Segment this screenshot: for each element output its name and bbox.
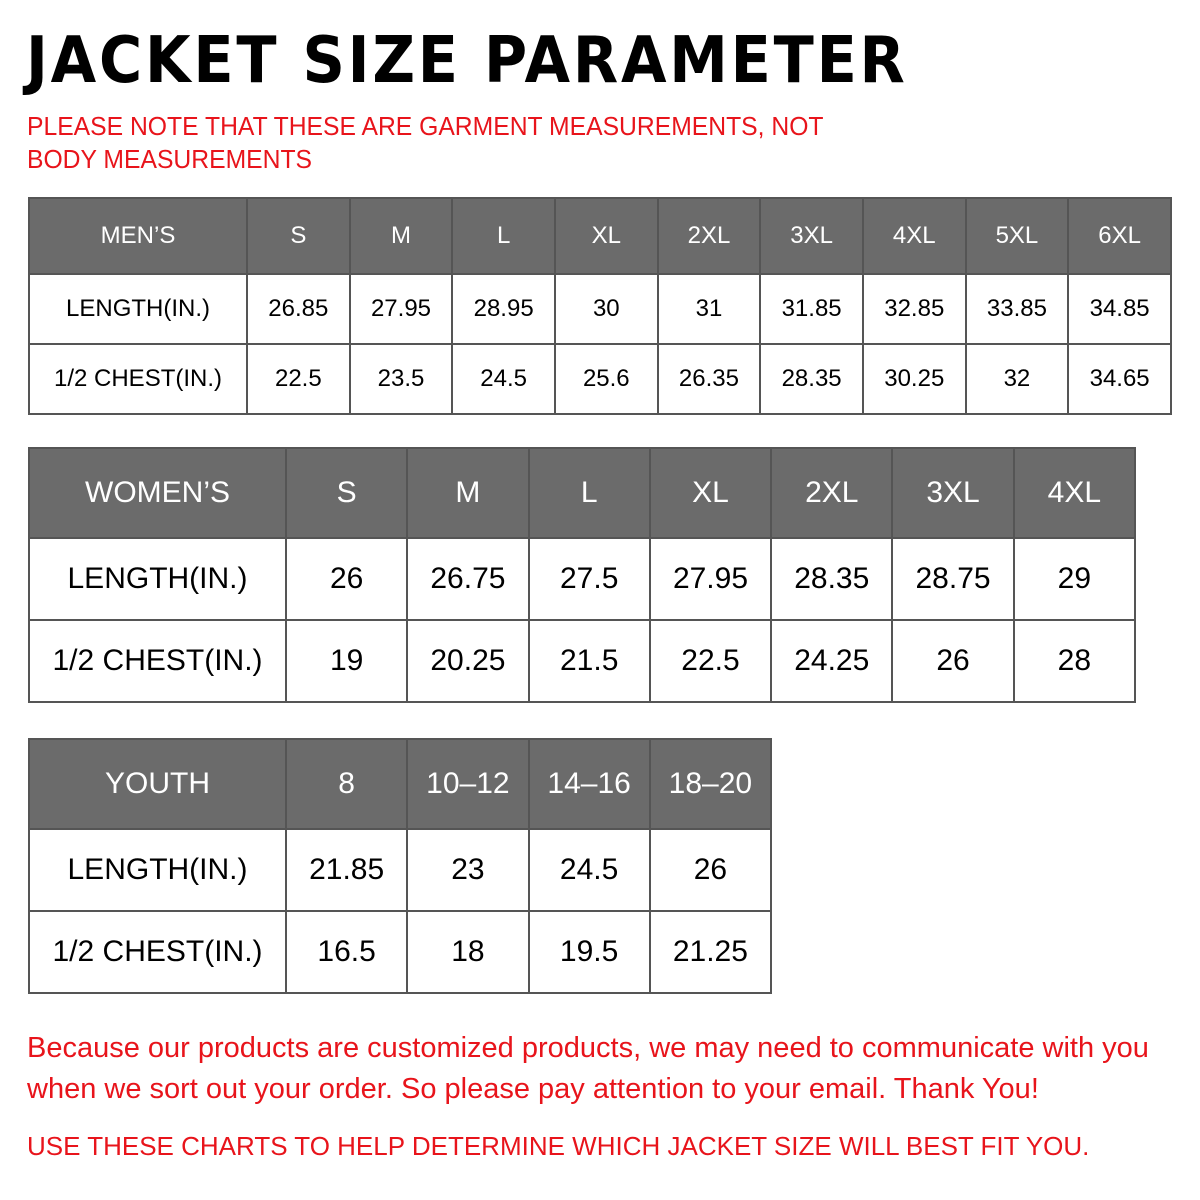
size-header: 4XL <box>861 197 967 275</box>
measurement-cell: 34.85 <box>1067 273 1172 345</box>
measurement-cell: 27.95 <box>648 537 773 621</box>
footer-message: Because our products are customized prod… <box>27 1032 1149 1105</box>
measurement-cell: 19.5 <box>527 910 651 994</box>
measurement-cell: 26.35 <box>656 343 762 415</box>
measurement-cell: 23 <box>406 828 530 912</box>
measurement-cell: 16.5 <box>284 910 409 994</box>
table-row: LENGTH(IN.) 21.85 23 24.5 26 <box>28 828 773 912</box>
measurement-cell: 31 <box>656 273 762 345</box>
size-header: 3XL <box>759 197 864 275</box>
size-header: 4XL <box>1012 447 1137 539</box>
measurement-cell: 21.25 <box>648 910 773 994</box>
measurement-cell: 34.65 <box>1067 343 1172 415</box>
measurement-cell: 21.85 <box>284 828 409 912</box>
page-title: JACKET SIZE PARAMETER <box>26 24 908 98</box>
table-row: LENGTH(IN.) 26.85 27.95 28.95 30 31 31.85 32.85… <box>28 273 1172 345</box>
measurement-cell: 29 <box>1012 537 1137 621</box>
size-header: L <box>527 447 651 539</box>
measurement-cell: 28 <box>1012 619 1137 703</box>
size-header: 2XL <box>656 197 762 275</box>
row-label: 1/2 CHEST(IN.) <box>28 343 248 415</box>
mens-size-table: MEN’S S M L XL 2XL 3XL 4XL 5XL 6XL LENGTH(IN.) 26.8… <box>28 197 1172 415</box>
measurement-cell: 20.25 <box>406 619 530 703</box>
measurement-cell: 26 <box>284 537 409 621</box>
measurement-cell: 25.6 <box>553 343 659 415</box>
category-header: YOUTH <box>28 738 287 830</box>
measurement-cell: 26.75 <box>406 537 530 621</box>
measurement-cell: 28.35 <box>770 537 894 621</box>
header-row: MEN’S S M L XL 2XL 3XL 4XL 5XL 6XL <box>28 197 1172 275</box>
measurement-cell: 28.75 <box>891 537 1015 621</box>
size-header: 6XL <box>1067 197 1172 275</box>
row-label: LENGTH(IN.) <box>28 828 287 912</box>
measurement-cell: 27.95 <box>348 273 454 345</box>
measurement-cell: 28.95 <box>451 273 556 345</box>
row-label: LENGTH(IN.) <box>28 537 287 621</box>
measurement-cell: 30.25 <box>861 343 967 415</box>
measurement-note: PLEASE NOTE THAT THESE ARE GARMENT MEASU… <box>27 111 824 174</box>
size-header: S <box>284 447 409 539</box>
table-row: 1/2 CHEST(IN.) 16.5 18 19.5 21.25 <box>28 910 773 994</box>
measurement-cell: 21.5 <box>527 619 651 703</box>
measurement-cell: 24.5 <box>527 828 651 912</box>
measurement-cell: 32.85 <box>861 273 967 345</box>
size-header: 10–12 <box>406 738 530 830</box>
measurement-cell: 32 <box>964 343 1070 415</box>
size-header: 14–16 <box>527 738 651 830</box>
measurement-cell: 28.35 <box>759 343 864 415</box>
measurement-cell: 27.5 <box>527 537 651 621</box>
measurement-cell: 33.85 <box>964 273 1070 345</box>
measurement-cell: 31.85 <box>759 273 864 345</box>
size-header: XL <box>553 197 659 275</box>
size-header: L <box>451 197 556 275</box>
measurement-cell: 22.5 <box>246 343 351 415</box>
measurement-cell: 24.25 <box>770 619 894 703</box>
womens-size-table: WOMEN’S S M L XL 2XL 3XL 4XL LENGTH(IN.) 26 26.75 2… <box>28 447 1137 703</box>
measurement-cell: 22.5 <box>648 619 773 703</box>
size-header: 3XL <box>891 447 1015 539</box>
size-header: XL <box>648 447 773 539</box>
footer-advice: USE THESE CHARTS TO HELP DETERMINE WHICH… <box>27 1131 1090 1161</box>
table-row: LENGTH(IN.) 26 26.75 27.5 27.95 28.35 28.75 29 <box>28 537 1137 621</box>
measurement-cell: 30 <box>553 273 659 345</box>
size-header: 5XL <box>964 197 1070 275</box>
measurement-cell: 24.5 <box>451 343 556 415</box>
row-label: LENGTH(IN.) <box>28 273 248 345</box>
measurement-cell: 26 <box>648 828 773 912</box>
size-header: M <box>406 447 530 539</box>
size-header: 18–20 <box>648 738 773 830</box>
size-header: 2XL <box>770 447 894 539</box>
header-row: WOMEN’S S M L XL 2XL 3XL 4XL <box>28 447 1137 539</box>
measurement-cell: 26.85 <box>246 273 351 345</box>
size-header: S <box>246 197 351 275</box>
category-header: MEN’S <box>28 197 248 275</box>
size-header: 8 <box>284 738 409 830</box>
header-row: YOUTH 8 10–12 14–16 18–20 <box>28 738 773 830</box>
measurement-cell: 18 <box>406 910 530 994</box>
youth-size-table: YOUTH 8 10–12 14–16 18–20 LENGTH(IN.) 21.85 23 2… <box>28 738 773 994</box>
row-label: 1/2 CHEST(IN.) <box>28 910 287 994</box>
measurement-cell: 23.5 <box>348 343 454 415</box>
table-row: 1/2 CHEST(IN.) 22.5 23.5 24.5 25.6 26.35 28.35… <box>28 343 1172 415</box>
measurement-cell: 19 <box>284 619 409 703</box>
size-header: M <box>348 197 454 275</box>
category-header: WOMEN’S <box>28 447 287 539</box>
table-row: 1/2 CHEST(IN.) 19 20.25 21.5 22.5 24.25 26 28 <box>28 619 1137 703</box>
row-label: 1/2 CHEST(IN.) <box>28 619 287 703</box>
measurement-cell: 26 <box>891 619 1015 703</box>
